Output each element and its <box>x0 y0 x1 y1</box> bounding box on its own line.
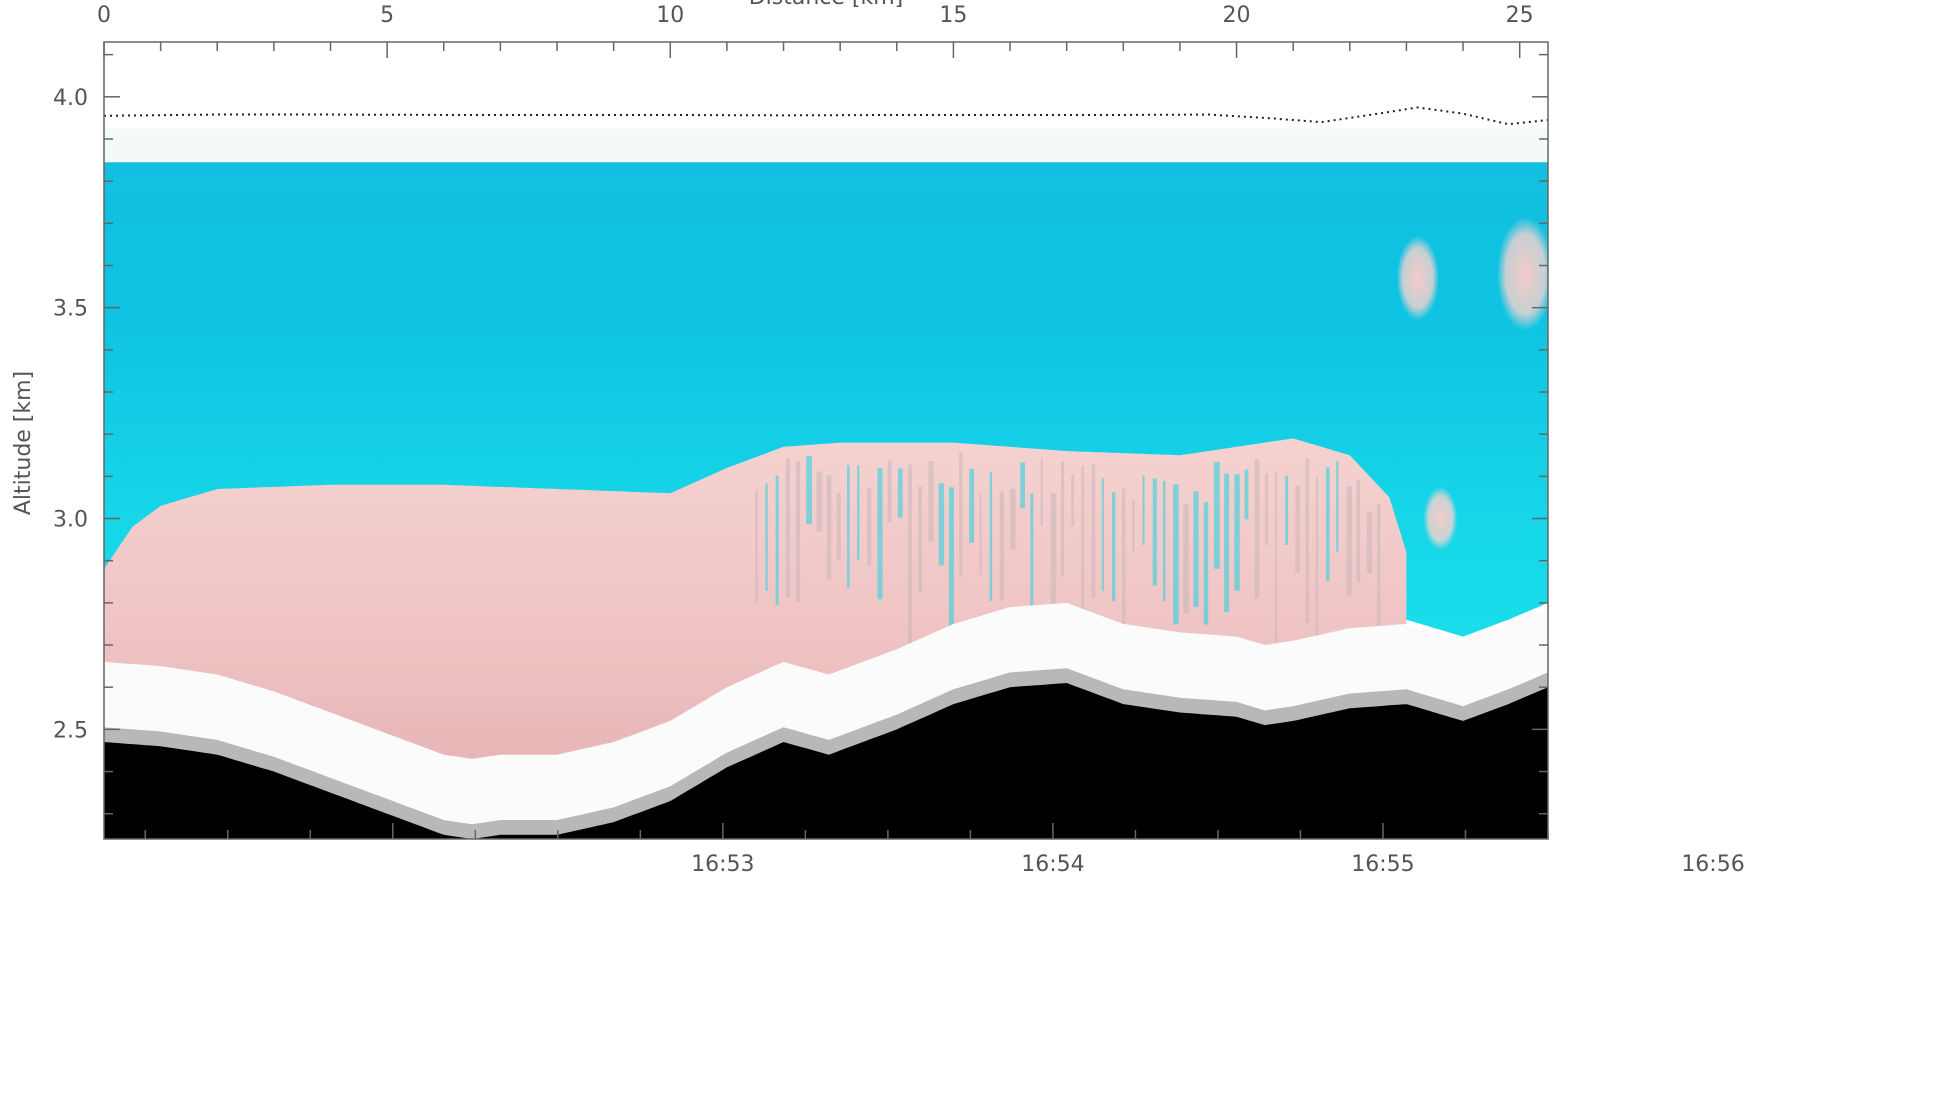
y-tick-label: 4.0 <box>53 86 88 111</box>
streak <box>1122 489 1125 637</box>
streak <box>1000 491 1004 601</box>
streak <box>786 458 790 597</box>
streak <box>1357 480 1361 582</box>
bottom-tick-label: 16:54 <box>1021 852 1084 877</box>
streak <box>888 461 892 523</box>
streak <box>806 456 812 524</box>
top-tick-label: 0 <box>97 3 111 28</box>
streak <box>1346 486 1352 596</box>
streak <box>1020 463 1025 509</box>
streak <box>1204 502 1209 625</box>
top-tick-label: 5 <box>380 3 394 28</box>
streak <box>1010 489 1016 550</box>
streak <box>1336 461 1338 552</box>
streak <box>1061 461 1064 576</box>
streak <box>1071 475 1074 527</box>
streak <box>898 468 903 517</box>
streak <box>878 468 883 599</box>
streak <box>1316 478 1318 652</box>
streak <box>1112 492 1115 601</box>
streak <box>939 483 944 565</box>
aerosol-plume <box>1423 487 1457 550</box>
bottom-tick-label: 16:55 <box>1351 852 1414 877</box>
streak <box>959 453 962 577</box>
top-tick-label: 15 <box>939 3 967 28</box>
streak <box>1092 464 1096 598</box>
y-tick-label: 3.0 <box>53 508 88 533</box>
streak <box>1326 467 1330 581</box>
streak <box>1234 474 1240 590</box>
streak <box>1245 470 1249 520</box>
streak <box>1255 459 1260 598</box>
streak <box>847 465 850 588</box>
bottom-tick-label: 16:56 <box>1681 852 1744 877</box>
signal-top-fade <box>104 128 1548 162</box>
top-axis-title: Distance [km] <box>749 0 904 10</box>
streak <box>1275 471 1277 655</box>
streak <box>1173 485 1179 625</box>
streak <box>827 475 832 579</box>
streak <box>908 465 912 648</box>
streak <box>776 476 779 605</box>
streak <box>765 483 767 591</box>
streak <box>1224 474 1229 612</box>
streak <box>980 493 982 575</box>
streak <box>918 486 922 593</box>
top-tick-label: 20 <box>1223 3 1251 28</box>
y-tick-label: 3.5 <box>53 297 88 322</box>
streak <box>1367 513 1372 574</box>
bottom-tick-label: 16:53 <box>691 852 754 877</box>
streak <box>1377 504 1380 625</box>
streak <box>796 461 800 602</box>
aerosol-plume <box>1397 236 1439 320</box>
streak <box>1285 476 1288 545</box>
streak <box>1306 458 1309 623</box>
streak <box>1143 475 1145 545</box>
streak <box>1041 459 1043 526</box>
streak <box>1163 481 1166 601</box>
streak <box>969 469 974 543</box>
streak <box>1081 466 1084 625</box>
streak <box>929 461 934 542</box>
streak <box>755 489 758 604</box>
streak <box>837 493 841 560</box>
streak <box>857 466 859 560</box>
streak <box>1132 499 1134 553</box>
y-axis-title: Altitude [km] <box>11 371 36 515</box>
streak <box>1295 486 1299 573</box>
top-tick-label: 10 <box>656 3 684 28</box>
streak <box>816 472 822 532</box>
streak <box>1153 479 1157 586</box>
streak <box>990 472 992 601</box>
top-tick-label: 25 <box>1506 3 1534 28</box>
streak <box>1051 493 1056 614</box>
streak <box>1183 504 1189 614</box>
y-tick-label: 2.5 <box>53 718 88 743</box>
streak <box>1265 473 1268 545</box>
streak <box>867 488 871 565</box>
streak <box>1214 462 1220 569</box>
streak <box>1102 478 1104 591</box>
aerosol-plume <box>1497 217 1554 331</box>
plot-area <box>104 42 1554 839</box>
streak <box>1194 491 1199 607</box>
